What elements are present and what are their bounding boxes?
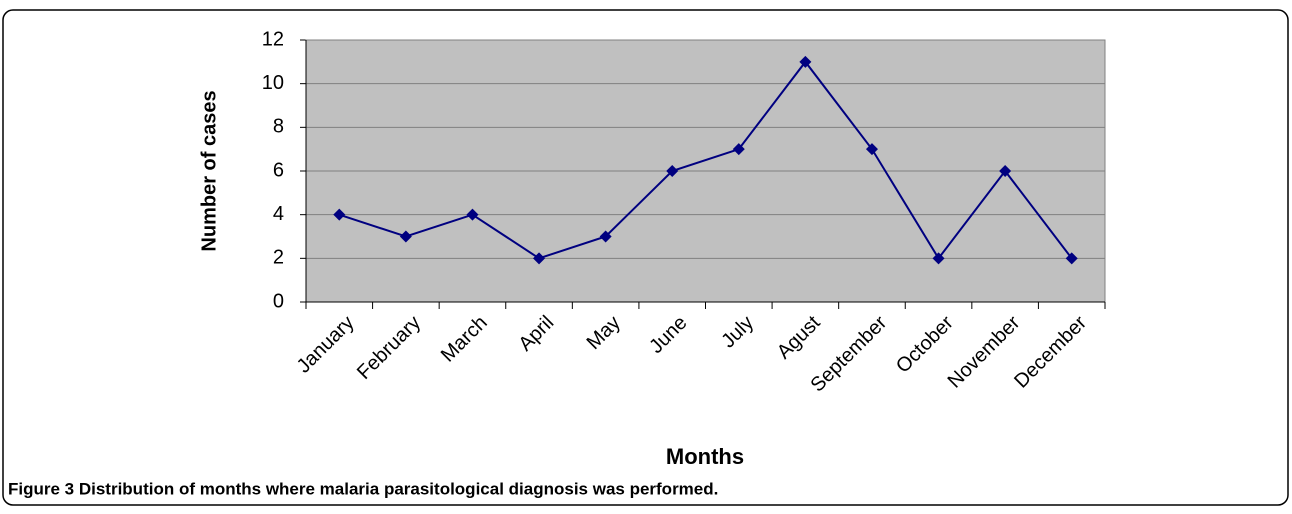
y-tick-label: 0 [273, 290, 284, 312]
data-point [865, 143, 878, 156]
y-axis-label: Number of cases [198, 90, 220, 251]
data-point [599, 230, 612, 243]
data-point [999, 165, 1012, 177]
caption: Figure 3 Distribution of months where ma… [8, 479, 718, 498]
y-tick-label: 6 [273, 159, 284, 181]
data-line [338, 60, 1073, 261]
y-tick-label: 2 [273, 247, 284, 269]
y-tick-label: 4 [273, 203, 284, 225]
data-point [1065, 252, 1078, 265]
y-tick-label: 10 [262, 72, 284, 94]
data-point [932, 252, 945, 265]
data-point [333, 208, 346, 221]
data-point [466, 208, 479, 221]
y-tick-label: 12 [262, 28, 284, 50]
data-point [533, 252, 546, 265]
data-point [666, 165, 679, 177]
x-axis-label: Months [666, 444, 744, 469]
data-point [732, 143, 745, 156]
y-tick-label: 8 [273, 116, 284, 138]
data-point [799, 55, 812, 68]
data-point [399, 230, 412, 243]
